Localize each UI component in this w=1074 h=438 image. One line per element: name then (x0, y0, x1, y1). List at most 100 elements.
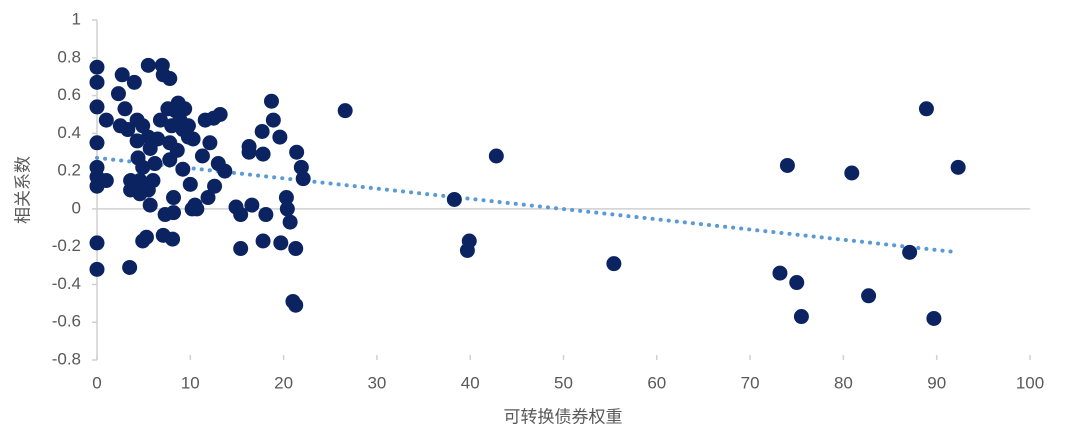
point (194, 148, 210, 164)
x-tick-label: 70 (741, 373, 760, 392)
y-tick-label: 0.4 (57, 123, 81, 142)
point (166, 205, 182, 221)
x-axis-title: 可转换债券权重 (504, 407, 623, 426)
point (844, 165, 860, 181)
y-tick-label: -0.6 (52, 312, 81, 331)
point (254, 123, 270, 139)
point (606, 256, 622, 272)
point (207, 178, 223, 194)
y-tick-label: 0.6 (57, 85, 81, 104)
x-tick-label: 60 (647, 373, 666, 392)
point (337, 103, 353, 119)
point (135, 159, 151, 175)
point (488, 148, 504, 164)
point (150, 131, 166, 147)
point (279, 201, 295, 217)
point (950, 159, 966, 175)
point (89, 135, 105, 151)
point (233, 207, 249, 223)
point (98, 173, 114, 189)
x-tick-label: 10 (181, 373, 200, 392)
x-tick-label: 100 (1016, 373, 1044, 392)
point (120, 122, 136, 138)
point (202, 135, 218, 151)
point (282, 214, 298, 230)
point (272, 129, 288, 145)
point (212, 106, 228, 122)
point (169, 142, 185, 158)
x-tick-label: 30 (367, 373, 386, 392)
point (162, 71, 178, 87)
point (189, 201, 205, 217)
point (166, 190, 182, 206)
point (459, 242, 475, 258)
point (926, 310, 942, 326)
point (288, 297, 304, 313)
point (241, 144, 257, 160)
point (126, 74, 142, 90)
point (288, 241, 304, 257)
point (185, 131, 201, 147)
x-tick-label: 50 (554, 373, 573, 392)
point (273, 235, 289, 251)
point (779, 157, 795, 173)
point (135, 118, 151, 134)
point (165, 231, 181, 247)
point (789, 275, 805, 291)
point (263, 93, 279, 109)
point (89, 74, 105, 90)
point (902, 244, 918, 260)
point (122, 259, 138, 275)
point (772, 265, 788, 281)
point (258, 207, 274, 223)
point (142, 197, 158, 213)
y-tick-label: 0.2 (57, 161, 81, 180)
point (278, 190, 294, 206)
point (89, 261, 105, 277)
y-tick-label: -0.8 (52, 349, 81, 368)
y-tick-label: -0.2 (52, 236, 81, 255)
point (114, 67, 130, 83)
point (793, 309, 809, 325)
point (255, 233, 271, 249)
point (152, 112, 168, 128)
point (89, 59, 105, 75)
point (293, 159, 309, 175)
trendline (95, 155, 961, 255)
point (138, 229, 154, 245)
point (255, 146, 271, 162)
point (918, 101, 934, 117)
point (145, 173, 161, 189)
point (177, 101, 193, 117)
point (89, 235, 105, 251)
point (861, 288, 877, 304)
point (140, 57, 156, 73)
point (98, 112, 114, 128)
x-tick-label: 20 (274, 373, 293, 392)
point (89, 99, 105, 115)
point (265, 112, 281, 128)
point (200, 190, 216, 206)
point (217, 163, 233, 179)
x-tick-label: 90 (927, 373, 946, 392)
point (295, 171, 311, 187)
point (147, 156, 163, 172)
point (244, 197, 260, 213)
x-tick-label: 80 (834, 373, 853, 392)
point (117, 101, 133, 117)
point (446, 191, 462, 207)
point (233, 241, 249, 257)
y-axis-title: 相关系数 (13, 156, 32, 224)
y-tick-label: -0.4 (52, 274, 81, 293)
y-tick-label: 0.8 (57, 47, 81, 66)
point (180, 118, 196, 134)
point (182, 176, 198, 192)
x-tick-label: 40 (461, 373, 480, 392)
x-tick-label: 0 (92, 373, 101, 392)
point (289, 144, 305, 160)
point (175, 161, 191, 177)
point (110, 86, 126, 102)
y-tick-label: 1 (72, 9, 81, 28)
